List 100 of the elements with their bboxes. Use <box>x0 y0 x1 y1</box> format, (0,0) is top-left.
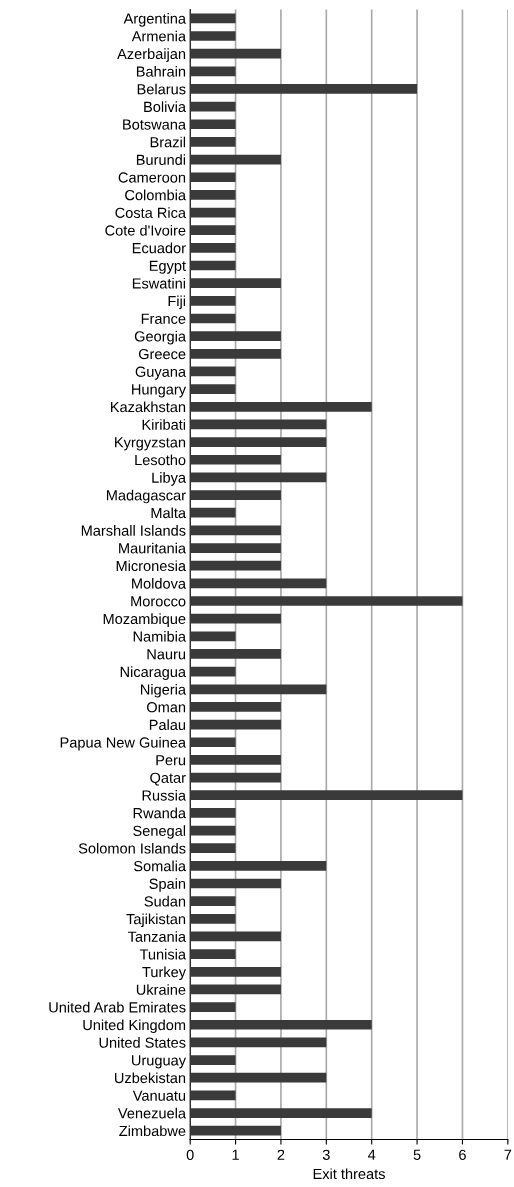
bar <box>190 154 281 165</box>
bar <box>190 984 281 995</box>
bar <box>190 1019 372 1030</box>
bar <box>190 348 281 359</box>
y-tick-label: Armenia <box>131 30 187 42</box>
y-tick-label: Nicaragua <box>120 666 187 680</box>
x-tick-label: 4 <box>367 1149 376 1160</box>
y-tick-label: United States <box>99 1037 186 1048</box>
x-axis-title: Exit threats <box>313 1168 385 1180</box>
y-tick-label: Spain <box>149 878 186 892</box>
y-tick-label: Tanzania <box>127 931 187 942</box>
y-tick-label: Marshall Islands <box>81 525 186 536</box>
y-tick-label: Kazakhstan <box>111 401 186 413</box>
y-tick-label: Palau <box>149 719 186 731</box>
y-tick-label: Peru <box>156 755 186 766</box>
y-tick-label: Kyrgyzstan <box>115 437 186 451</box>
bar <box>190 313 236 324</box>
bar <box>190 666 236 677</box>
bar <box>190 384 236 394</box>
y-tick-label: Solomon Islands <box>78 842 186 854</box>
bar <box>190 1055 236 1065</box>
y-tick-label: Belarus <box>137 83 186 95</box>
bar <box>190 1002 236 1012</box>
bar <box>190 737 236 748</box>
y-tick-label: Georgia <box>134 330 187 345</box>
y-tick-label: Libya <box>152 472 187 486</box>
bar <box>190 790 463 801</box>
y-tick-label: Venezuela <box>117 1107 187 1119</box>
y-tick-label: Azerbaijan <box>117 48 186 62</box>
y-tick-label: Burundi <box>136 154 186 166</box>
bar <box>190 808 236 818</box>
y-tick-label: Botswana <box>123 119 187 130</box>
y-tick-label: Morocco <box>131 596 186 607</box>
y-tick-label: France <box>141 313 186 324</box>
bar <box>190 119 236 130</box>
bar <box>190 772 281 783</box>
y-tick-label: Rwanda <box>133 807 187 819</box>
y-tick-label: Argentina <box>123 13 187 27</box>
y-tick-label: Ukraine <box>136 984 186 995</box>
y-tick-label: Papua New Guinea <box>60 736 187 751</box>
y-tick-label: Sudan <box>144 895 186 907</box>
bar <box>190 896 236 907</box>
y-tick-label: Tajikistan <box>126 913 186 928</box>
y-tick-label: Russia <box>142 789 187 801</box>
y-tick-label: Bahrain <box>136 66 186 77</box>
y-tick-label: Zimbabwe <box>119 1125 186 1137</box>
bar <box>190 366 236 377</box>
bar <box>190 702 281 712</box>
x-tick-label: 3 <box>322 1149 330 1160</box>
x-tick-label: 6 <box>459 1149 466 1160</box>
bar <box>190 560 281 571</box>
bar <box>190 490 281 500</box>
y-tick-label: Moldova <box>132 578 187 589</box>
bar <box>190 260 236 271</box>
x-tick-label: 7 <box>504 1149 512 1160</box>
bar <box>190 596 463 606</box>
y-tick-label: Ecuador <box>132 242 186 254</box>
bar <box>190 66 236 77</box>
y-tick-label: Guyana <box>135 366 187 380</box>
bar <box>190 825 236 836</box>
x-tick-label: 1 <box>232 1149 239 1160</box>
y-tick-label: Egypt <box>149 260 186 274</box>
bar <box>190 419 327 430</box>
y-tick-label: Qatar <box>150 772 186 786</box>
bar <box>190 684 327 695</box>
y-tick-label: Tunisia <box>139 948 187 960</box>
y-tick-label: Greece <box>138 348 186 360</box>
bar <box>190 331 281 341</box>
bar <box>190 613 281 624</box>
bar <box>190 172 236 183</box>
y-tick-label: Cameroon <box>118 172 186 183</box>
y-tick-label: United Kingdom <box>83 1019 186 1034</box>
bar <box>190 137 236 147</box>
y-tick-label: Nigeria <box>141 683 187 698</box>
bar <box>190 860 327 871</box>
bar <box>190 101 236 112</box>
y-tick-label: Malta <box>151 507 187 519</box>
bar <box>190 578 327 589</box>
bar <box>190 1090 236 1101</box>
bar <box>190 207 236 218</box>
bar <box>190 1037 327 1048</box>
y-tick-label: Uruguay <box>132 1055 186 1069</box>
y-tick-label: Colombia <box>125 189 187 201</box>
bar <box>190 1125 281 1136</box>
y-tick-label: Senegal <box>133 825 186 839</box>
y-tick-label: Lesotho <box>135 454 186 466</box>
bar <box>190 48 281 59</box>
bar <box>190 225 236 236</box>
bar <box>190 843 236 854</box>
bar <box>190 966 281 977</box>
bar <box>190 507 236 518</box>
y-tick-label: Eswatini <box>132 277 186 289</box>
y-tick-label: Hungary <box>132 384 186 398</box>
bar <box>190 401 372 412</box>
y-tick-label: Fiji <box>168 295 186 310</box>
y-tick-label: Mauritania <box>119 542 187 554</box>
bar <box>190 931 281 942</box>
bar <box>190 649 281 659</box>
bar <box>190 631 236 642</box>
bar <box>190 1072 327 1083</box>
